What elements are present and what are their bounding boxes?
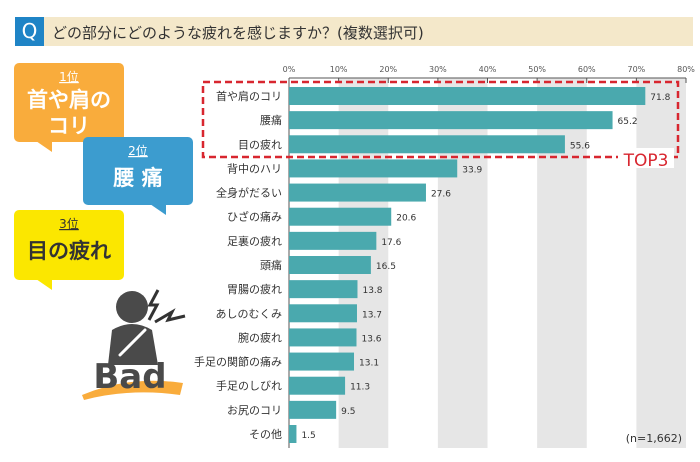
category-label: その他	[249, 428, 282, 441]
bar-value-label: 71.8	[650, 93, 670, 103]
bar-value-label: 13.8	[362, 286, 382, 296]
x-tick-label: 40%	[479, 65, 497, 74]
category-label: 腰痛	[260, 113, 282, 127]
bar	[289, 400, 337, 419]
bar	[289, 135, 565, 154]
category-label: お尻のコリ	[227, 404, 282, 417]
callout-bubble	[83, 137, 193, 205]
bar-value-label: 13.7	[362, 310, 382, 320]
x-tick-label: 50%	[528, 65, 546, 74]
bar-value-label: 65.2	[618, 117, 638, 127]
bar-value-label: 1.5	[301, 431, 315, 441]
bar	[289, 207, 392, 226]
category-label: 手足のしびれ	[216, 379, 282, 393]
bar-value-label: 20.6	[396, 214, 416, 224]
x-tick-label: 80%	[677, 65, 695, 74]
category-label: 頭痛	[260, 258, 282, 272]
bad-illustration: Bad	[82, 289, 186, 400]
bar	[289, 87, 646, 105]
bar-value-label: 55.6	[570, 141, 590, 151]
head-icon	[116, 291, 148, 323]
category-label: 首や肩のコリ	[216, 89, 282, 103]
sample-size-note: (n=1,662)	[626, 432, 682, 445]
bar-value-label: 13.6	[361, 334, 381, 344]
rank-label: 2位	[128, 143, 148, 158]
bar	[289, 159, 458, 178]
category-label: 手足の関節の痛み	[194, 355, 282, 369]
grid-band	[537, 78, 587, 448]
bar	[289, 304, 357, 323]
q-box	[15, 17, 44, 46]
bar-value-label: 17.6	[381, 238, 401, 248]
bar	[289, 425, 297, 443]
bar-value-label: 16.5	[376, 262, 396, 272]
category-label: 全身がだるい	[216, 186, 282, 200]
category-label: 背中のハリ	[227, 161, 282, 175]
rank-item-text: 首や肩の	[27, 88, 111, 112]
x-tick-label: 0%	[283, 65, 296, 74]
x-tick-label: 70%	[627, 65, 645, 74]
grid-band	[437, 78, 488, 448]
swoosh	[82, 380, 183, 400]
callout-bubble	[14, 63, 124, 142]
callout-bubble	[14, 210, 124, 280]
category-label: 目の疲れ	[238, 137, 282, 151]
lightning-icon	[147, 289, 160, 321]
rank-item-text: 目の疲れ	[27, 239, 111, 263]
x-tick-label: 60%	[578, 65, 596, 74]
x-tick-label: 30%	[429, 65, 447, 74]
rank-label: 3位	[59, 216, 79, 231]
x-tick-label: 20%	[379, 65, 397, 74]
bar-value-label: 13.1	[359, 359, 379, 369]
category-label: 足裏の疲れ	[227, 234, 282, 248]
x-tick-label: 10%	[330, 65, 348, 74]
category-label: ひざの痛み	[227, 210, 282, 224]
rank-item-text: コリ	[48, 114, 90, 138]
bar	[289, 280, 358, 299]
rank-label: 1位	[59, 69, 79, 84]
bar	[289, 352, 355, 371]
category-label: 腕の疲れ	[238, 330, 282, 344]
bar	[289, 231, 377, 250]
header-band	[15, 17, 693, 46]
bar	[289, 328, 357, 347]
bar-value-label: 11.3	[350, 383, 370, 393]
bar	[289, 376, 346, 395]
category-label: あしのむくみ	[216, 307, 282, 320]
bar-value-label: 33.9	[462, 165, 482, 175]
top3-highlight-box	[201, 80, 680, 159]
bar-value-label: 27.6	[431, 190, 451, 200]
rank-item-text: 腰 痛	[112, 166, 162, 190]
category-label: 胃腸の疲れ	[227, 282, 282, 296]
question-title: どの部分にどのような疲れを感じますか？(複数選択可)	[52, 24, 424, 42]
bar	[289, 183, 426, 202]
bar	[289, 256, 371, 274]
bar-value-label: 9.5	[341, 407, 355, 417]
lightning-icon	[154, 308, 186, 324]
bad-label: Bad	[93, 357, 166, 397]
rank-callout-2: 2位腰 痛	[83, 137, 193, 215]
top3-label: TOP3	[623, 151, 669, 171]
grid-band	[636, 78, 686, 448]
q-mark: Q	[22, 19, 38, 43]
bar	[289, 111, 613, 130]
